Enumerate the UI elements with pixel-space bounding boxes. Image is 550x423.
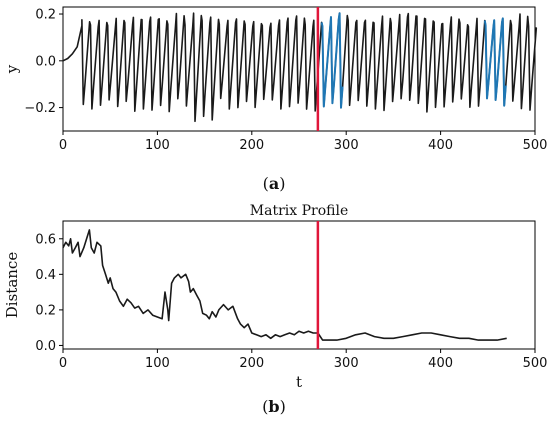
x-tick-label: 100 bbox=[145, 138, 170, 153]
x-tick-label: 0 bbox=[59, 356, 67, 371]
x-tick-label: 200 bbox=[239, 356, 264, 371]
panel-b-caption-letter: b bbox=[268, 397, 279, 416]
y-tick-label: 0.6 bbox=[35, 232, 56, 247]
plot-frame bbox=[62, 6, 536, 132]
y-tick-label: 0.4 bbox=[35, 268, 56, 283]
highlight-segment bbox=[320, 12, 344, 109]
y-tick-label: 0.0 bbox=[35, 339, 56, 354]
matrix-profile-line bbox=[62, 229, 507, 341]
panel-b-caption: (b) bbox=[262, 397, 286, 416]
y-tick-label: 0.0 bbox=[35, 54, 56, 69]
x-axis-label: t bbox=[296, 373, 302, 391]
x-tick-label: 400 bbox=[428, 356, 453, 371]
plot-frame bbox=[62, 220, 536, 350]
x-tick-label: 300 bbox=[334, 356, 359, 371]
panel-a-chart: 0 100 200 300 400 500 −0.2 0.0 0.2 y bbox=[3, 6, 548, 153]
series-line bbox=[62, 12, 538, 123]
y-axis-label: Distance bbox=[3, 252, 21, 319]
highlight-segment bbox=[483, 17, 507, 107]
y-tick-label: −0.2 bbox=[24, 101, 56, 116]
x-tick-label: 500 bbox=[523, 356, 548, 371]
x-tick-label: 200 bbox=[239, 138, 264, 153]
y-axis-label: y bbox=[3, 64, 21, 74]
x-tick-label: 100 bbox=[145, 356, 170, 371]
chart-title: Matrix Profile bbox=[250, 203, 348, 219]
x-tick-label: 500 bbox=[523, 138, 548, 153]
panel-b-chart: 0 100 200 300 400 500 0.0 0.2 0.4 0.6 Distance t Mat… bbox=[3, 203, 547, 391]
y-tick-label: 0.2 bbox=[35, 303, 56, 318]
x-tick-label: 300 bbox=[334, 138, 359, 153]
x-tick-label: 0 bbox=[59, 138, 67, 153]
y-tick-label: 0.2 bbox=[35, 8, 56, 23]
panel-a-caption: (a) bbox=[263, 174, 286, 193]
panel-a-caption-letter: a bbox=[269, 174, 279, 193]
x-tick-label: 400 bbox=[428, 138, 453, 153]
